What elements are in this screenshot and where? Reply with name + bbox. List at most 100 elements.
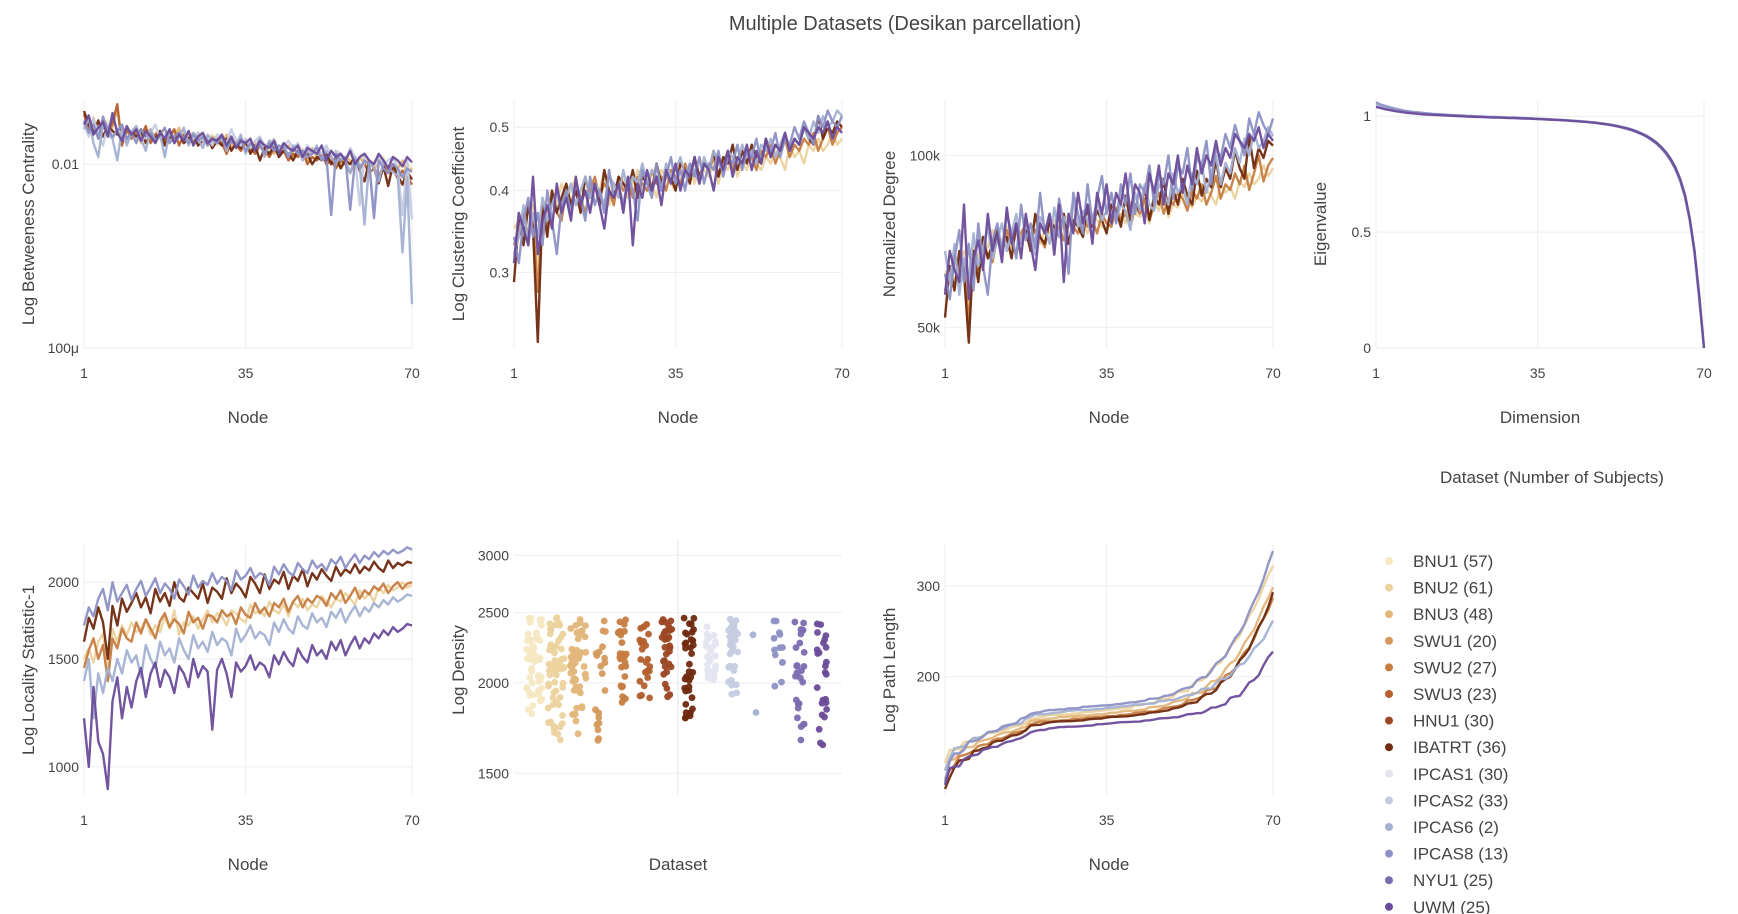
data-point bbox=[547, 718, 555, 726]
y-axis-title: Eigenvalue bbox=[1311, 182, 1330, 266]
data-point bbox=[823, 706, 830, 713]
data-point bbox=[637, 639, 645, 647]
data-point bbox=[622, 616, 629, 624]
group-swu2 bbox=[614, 616, 630, 706]
data-point bbox=[729, 643, 737, 650]
legend-item[interactable]: SWU3 (23) bbox=[1385, 685, 1497, 704]
legend-item[interactable]: IPCAS8 (13) bbox=[1385, 845, 1508, 864]
data-point bbox=[792, 644, 800, 651]
data-point bbox=[571, 710, 579, 718]
data-point bbox=[547, 626, 555, 634]
x-axis-title: Node bbox=[1089, 408, 1130, 427]
data-point bbox=[732, 617, 740, 624]
group-bnu2 bbox=[544, 614, 568, 744]
x-axis-title: Node bbox=[228, 855, 269, 874]
series-line bbox=[82, 546, 413, 626]
data-point bbox=[727, 648, 735, 656]
y-axis-title: Log Path Length bbox=[880, 608, 899, 733]
data-point bbox=[667, 617, 675, 625]
figure-title: Multiple Datasets (Desikan parcellation) bbox=[729, 13, 1081, 35]
data-point bbox=[622, 695, 629, 702]
data-point bbox=[646, 694, 653, 702]
x-tick-label: 70 bbox=[834, 365, 850, 381]
legend-marker bbox=[1385, 769, 1393, 778]
series-line bbox=[82, 593, 413, 720]
data-point bbox=[687, 636, 695, 643]
data-point bbox=[666, 691, 674, 699]
legend-marker bbox=[1385, 876, 1393, 885]
data-point bbox=[817, 621, 825, 628]
data-point bbox=[601, 659, 609, 667]
data-point bbox=[545, 680, 552, 688]
data-point bbox=[791, 618, 799, 626]
data-point bbox=[797, 736, 805, 744]
data-point bbox=[536, 654, 544, 662]
data-point bbox=[560, 655, 568, 662]
y-tick-label: 100μ bbox=[48, 340, 79, 356]
data-point bbox=[771, 646, 778, 654]
legend-label: IPCAS2 (33) bbox=[1413, 791, 1508, 810]
legend-marker bbox=[1385, 557, 1393, 565]
legend-item[interactable]: IPCAS1 (30) bbox=[1385, 765, 1508, 784]
series-line bbox=[82, 559, 413, 661]
x-tick-label: 35 bbox=[238, 812, 254, 828]
series-line bbox=[943, 597, 1275, 780]
legend-item[interactable]: NYU1 (25) bbox=[1385, 871, 1493, 890]
data-point bbox=[819, 696, 827, 704]
data-point bbox=[552, 671, 560, 679]
chart-clustering: 0.3 0.4 0.5 1 35 70 Node Log Clustering Coeffic… bbox=[449, 100, 850, 427]
data-point bbox=[814, 629, 821, 636]
legend-label: IBATRT (36) bbox=[1413, 738, 1507, 757]
legend-item[interactable]: IPCAS6 (2) bbox=[1385, 818, 1499, 837]
data-point bbox=[752, 709, 760, 716]
data-point bbox=[645, 630, 652, 638]
data-point bbox=[642, 668, 649, 676]
legend-item[interactable]: BNU2 (61) bbox=[1385, 579, 1493, 598]
legend-item[interactable]: IPCAS2 (33) bbox=[1385, 791, 1508, 810]
y-axis-title: Log Density bbox=[449, 625, 468, 715]
data-point bbox=[778, 678, 785, 686]
y-axis-title: Log Clustering Coefficient bbox=[449, 127, 468, 322]
x-tick-label: 70 bbox=[1696, 365, 1712, 381]
data-point bbox=[528, 679, 536, 687]
x-tick-label: 70 bbox=[404, 812, 420, 828]
legend-marker bbox=[1385, 902, 1393, 911]
data-point bbox=[688, 628, 696, 636]
data-point bbox=[574, 730, 582, 738]
data-point bbox=[578, 703, 586, 711]
y-tick-label: 0.3 bbox=[490, 264, 510, 280]
group-uwm bbox=[813, 620, 830, 749]
data-point bbox=[547, 641, 555, 649]
legend-item[interactable]: SWU2 (27) bbox=[1385, 658, 1497, 677]
data-point bbox=[524, 630, 532, 638]
chart-eigenvalue: 0 0.5 1 1 35 70 Dimension Eigenvalue bbox=[1311, 100, 1712, 427]
data-point bbox=[796, 639, 804, 647]
legend-label: IPCAS6 (2) bbox=[1413, 818, 1499, 837]
data-point bbox=[712, 662, 719, 670]
legend-item[interactable]: IBATRT (36) bbox=[1385, 738, 1507, 757]
data-point bbox=[712, 638, 719, 646]
group-swu3 bbox=[636, 621, 654, 702]
data-point bbox=[726, 615, 734, 623]
data-point bbox=[730, 667, 738, 674]
legend-marker bbox=[1385, 610, 1393, 619]
legend-item[interactable]: HNU1 (30) bbox=[1385, 712, 1494, 731]
legend-marker bbox=[1385, 796, 1393, 805]
y-axis-title: Log Locality Statistic-1 bbox=[19, 585, 38, 755]
y-tick-label: 0.5 bbox=[490, 119, 510, 135]
data-point bbox=[556, 736, 564, 744]
legend-item[interactable]: UWM (25) bbox=[1385, 898, 1490, 914]
series-line bbox=[943, 565, 1275, 764]
data-point bbox=[525, 706, 532, 714]
legend-item[interactable]: SWU1 (20) bbox=[1385, 632, 1497, 651]
data-point bbox=[593, 721, 601, 729]
data-point bbox=[660, 657, 667, 665]
data-point bbox=[687, 620, 695, 628]
data-point bbox=[682, 709, 690, 717]
legend-item[interactable]: BNU3 (48) bbox=[1385, 605, 1493, 624]
data-point bbox=[550, 689, 558, 696]
legend-item[interactable]: BNU1 (57) bbox=[1385, 552, 1493, 571]
data-point bbox=[580, 663, 588, 670]
data-point bbox=[582, 622, 589, 629]
data-point bbox=[582, 648, 590, 656]
